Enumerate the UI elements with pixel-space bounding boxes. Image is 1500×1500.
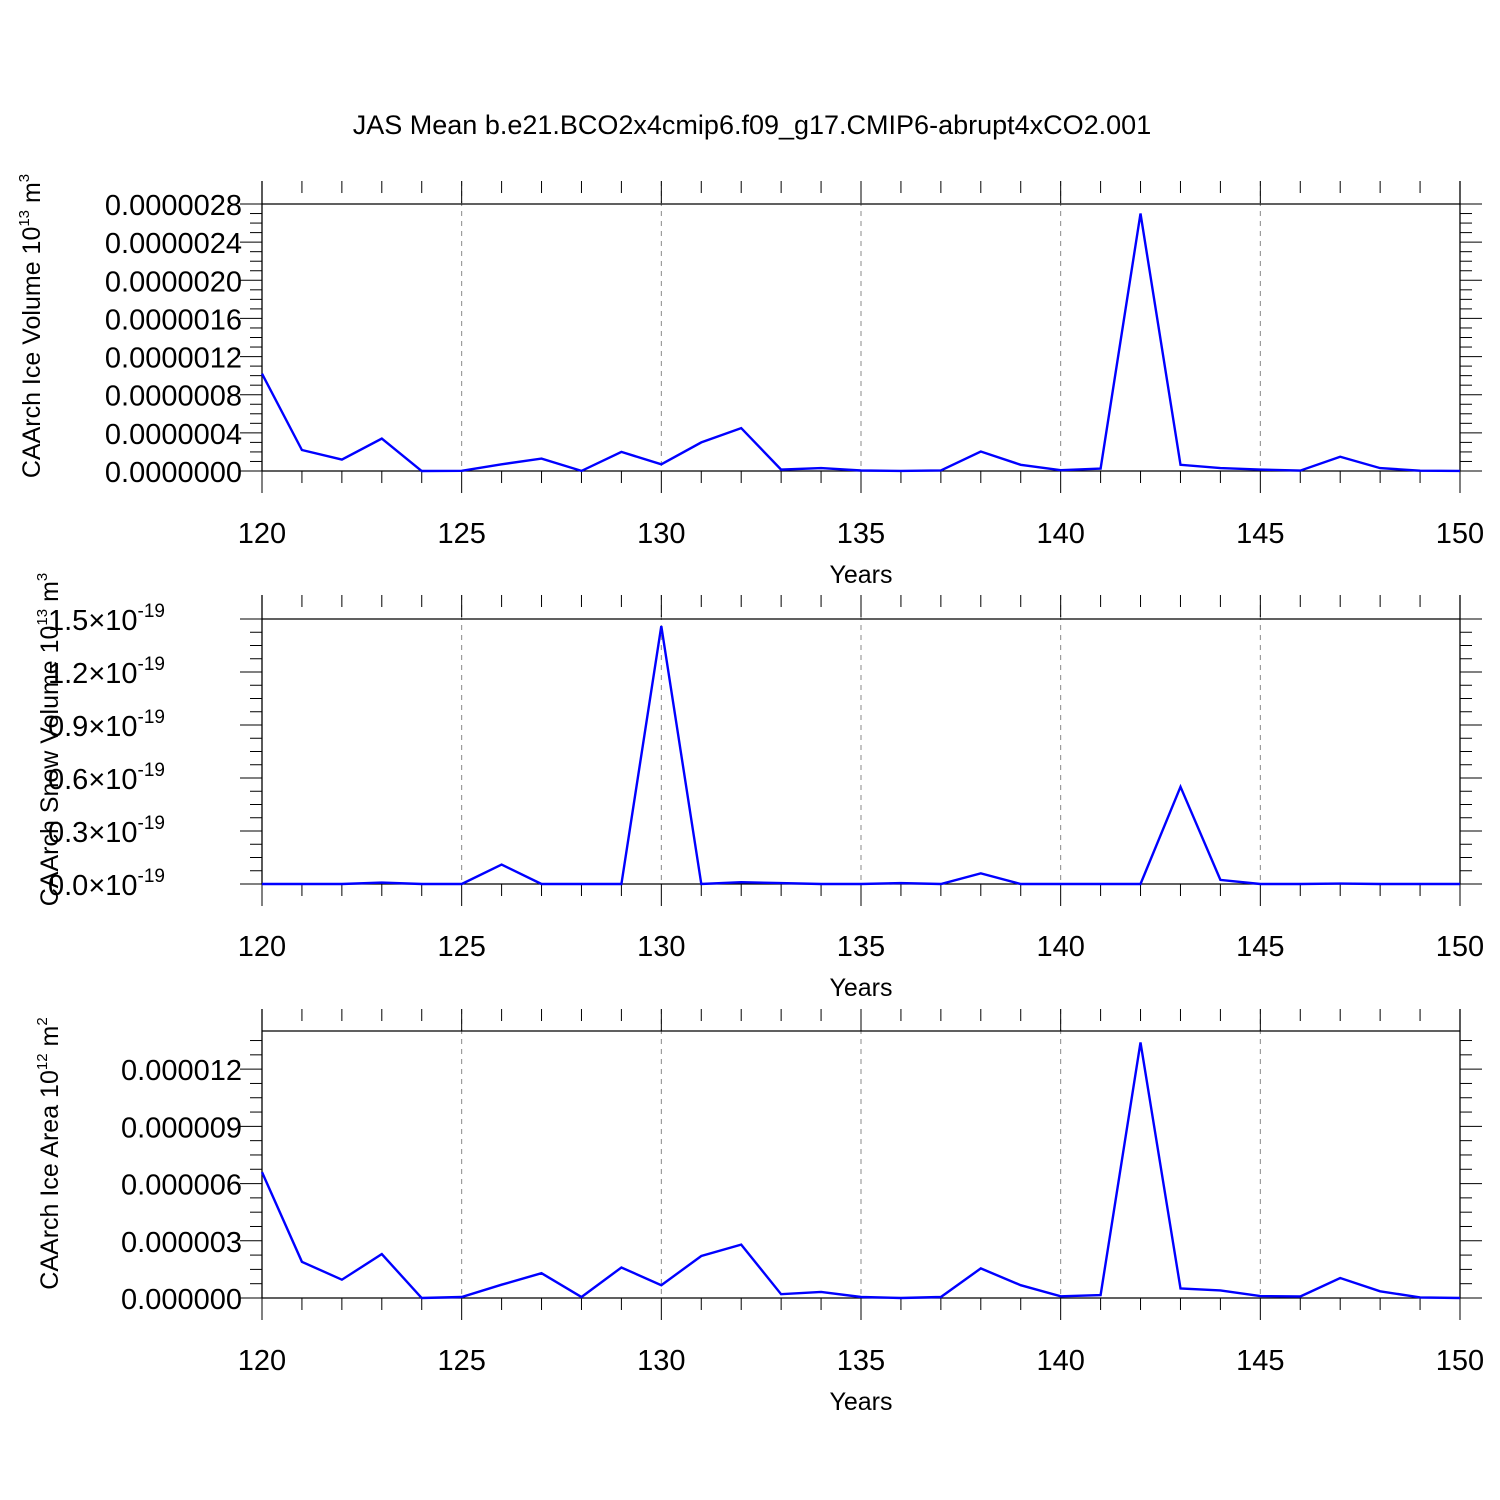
y-tick-label: 0.0000020 (105, 266, 242, 298)
x-tick-label: 120 (238, 931, 286, 963)
x-tick-label: 125 (437, 1345, 485, 1377)
y-tick-label: 0.000006 (121, 1170, 242, 1202)
y-tick-label: 0.000012 (121, 1055, 242, 1087)
y-tick-label: 0.000000 (121, 1284, 242, 1316)
series-line (260, 1042, 1461, 1300)
x-tick-label: 145 (1236, 931, 1284, 963)
chart-panel-1: 120 125 130 135 140 145 150 Years 0.0000000 0.000… (16, 174, 1484, 589)
x-tick-label: 135 (837, 931, 885, 963)
y-axis-label: CAArch Ice Area 1012 m2 (34, 1017, 64, 1289)
y-tick-label: 0.6×10-19 (48, 760, 165, 796)
x-tick-label: 130 (637, 1345, 685, 1377)
y-tick-label: 0.0000012 (105, 343, 242, 375)
y-tick-label: 1.2×10-19 (48, 654, 165, 690)
x-tick-label: 120 (238, 518, 286, 550)
y-tick-label: 0.0×10-19 (48, 866, 165, 902)
x-tick-label: 135 (837, 518, 885, 550)
x-axis-label: Years (829, 974, 892, 1002)
x-tick-label: 140 (1036, 931, 1084, 963)
x-tick-label: 150 (1436, 1345, 1484, 1377)
chart-panel-3: 120 125 130 135 140 145 150 Years 0.000000 0.0000… (34, 1009, 1484, 1416)
y-tick-label: 0.000003 (121, 1227, 242, 1259)
x-tick-label: 130 (637, 931, 685, 963)
x-tick-label: 125 (437, 931, 485, 963)
x-tick-label: 145 (1236, 1345, 1284, 1377)
y-tick-label: 0.0000028 (105, 190, 242, 222)
x-axis-label: Years (829, 1388, 892, 1416)
y-tick-label: 0.0000000 (105, 457, 242, 489)
y-axis-label: CAArch Snow Volume 1013 m3 (34, 573, 64, 907)
y-tick-label: 0.9×10-19 (48, 707, 165, 743)
y-tick-label: 0.0000004 (105, 419, 242, 451)
y-tick-label: 0.000009 (121, 1112, 242, 1144)
x-tick-label: 140 (1036, 518, 1084, 550)
y-tick-label: 0.0000016 (105, 304, 242, 336)
y-tick-label: 0.0000008 (105, 381, 242, 413)
x-tick-label: 120 (238, 1345, 286, 1377)
series-line (260, 213, 1461, 473)
x-tick-label: 130 (637, 518, 685, 550)
y-axis-label: CAArch Ice Volume 1013 m3 (16, 174, 46, 478)
chart-title: JAS Mean b.e21.BCO2x4cmip6.f09_g17.CMIP6… (353, 110, 1151, 140)
x-tick-label: 150 (1436, 931, 1484, 963)
x-tick-label: 140 (1036, 1345, 1084, 1377)
x-tick-label: 150 (1436, 518, 1484, 550)
panels: 120 125 130 135 140 145 150 Years 0.0000000 0.000… (16, 174, 1484, 1416)
y-tick-label: 1.5×10-19 (48, 601, 165, 637)
y-tick-label: 0.0000024 (105, 228, 242, 260)
x-axis-label: Years (829, 561, 892, 589)
x-tick-label: 145 (1236, 518, 1284, 550)
x-tick-label: 135 (837, 1345, 885, 1377)
x-tick-label: 125 (437, 518, 485, 550)
y-tick-label: 0.3×10-19 (48, 813, 165, 849)
chart-panel-2: 120 125 130 135 140 145 150 Years 0.0×10-19 0.3×1… (34, 573, 1484, 1002)
